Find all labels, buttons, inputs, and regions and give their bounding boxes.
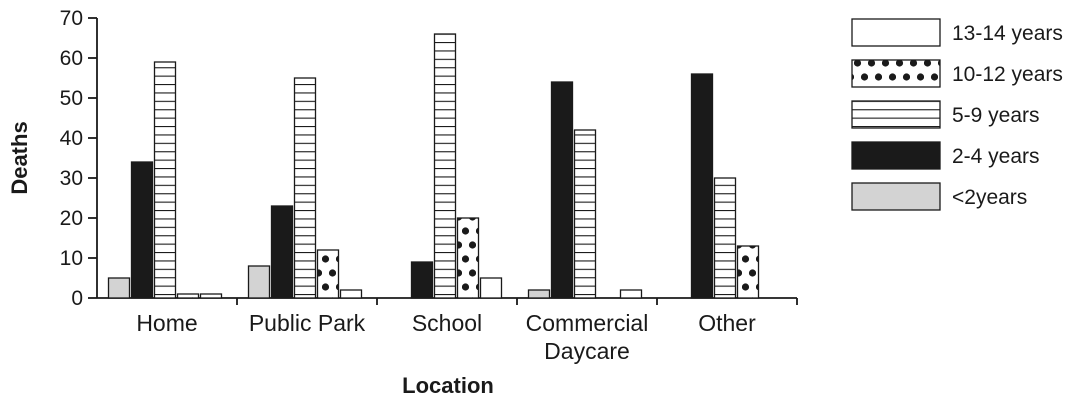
bar-under-2years-public-park bbox=[247, 265, 271, 299]
bars bbox=[107, 33, 760, 299]
category-label: Other bbox=[698, 310, 756, 336]
legend-label: 2-4 years bbox=[952, 145, 1040, 168]
bar-10-12-years-public-park bbox=[316, 249, 340, 299]
bar-13-14-years-public-park bbox=[339, 289, 363, 299]
bar-13-14-years-home bbox=[199, 293, 223, 299]
y-tick-label: 30 bbox=[60, 167, 83, 190]
bar-2-4-years-home bbox=[130, 161, 154, 299]
y-tick-label: 0 bbox=[71, 287, 83, 310]
category-label: Daycare bbox=[544, 338, 630, 364]
bar-10-12-years-home bbox=[176, 293, 200, 299]
y-tick-label: 50 bbox=[60, 87, 83, 110]
y-tick-label: 60 bbox=[60, 47, 83, 70]
legend: 13-14 years 10-12 years 5-9 years 2-4 years… bbox=[851, 18, 1063, 211]
bar-10-12-years-school bbox=[456, 217, 480, 299]
legend-swatch-5-9-years bbox=[851, 100, 941, 129]
bar-under-2years-home bbox=[107, 277, 131, 299]
y-tick-label: 70 bbox=[60, 7, 83, 30]
legend-label: 10-12 years bbox=[952, 63, 1063, 86]
category-label: Home bbox=[136, 310, 197, 336]
y-ticks: 0 10 20 30 40 50 60 70 bbox=[60, 7, 97, 310]
legend-swatch-10-12-years bbox=[851, 59, 941, 88]
bar-5-9-years-other bbox=[713, 177, 737, 299]
y-axis-title: Deaths bbox=[7, 121, 32, 194]
x-axis-title: Location bbox=[402, 373, 494, 398]
legend-label: <2years bbox=[952, 186, 1027, 209]
bar-10-12-years-other bbox=[736, 245, 760, 299]
legend-label: 5-9 years bbox=[952, 104, 1040, 127]
category-label: Commercial bbox=[526, 310, 649, 336]
legend-label: 13-14 years bbox=[952, 22, 1063, 45]
legend-swatch-under-2years bbox=[851, 182, 941, 211]
bar-under-2years-commercial-daycare bbox=[527, 289, 551, 299]
bar-2-4-years-school bbox=[410, 261, 434, 299]
bar-2-4-years-public-park bbox=[270, 205, 294, 299]
bar-5-9-years-commercial-daycare bbox=[573, 129, 597, 299]
y-tick-label: 20 bbox=[60, 207, 83, 230]
legend-swatch-13-14-years bbox=[851, 18, 941, 47]
bar-2-4-years-other bbox=[690, 73, 714, 299]
legend-swatch-2-4-years bbox=[851, 141, 941, 170]
bar-5-9-years-home bbox=[153, 61, 177, 299]
bar-13-14-years-school bbox=[479, 277, 503, 299]
bar-13-14-years-commercial-daycare bbox=[619, 289, 643, 299]
category-label: Public Park bbox=[249, 310, 366, 336]
x-ticks bbox=[236, 298, 798, 305]
bar-5-9-years-school bbox=[433, 33, 457, 299]
category-label: School bbox=[412, 310, 482, 336]
y-tick-label: 40 bbox=[60, 127, 83, 150]
bar-5-9-years-public-park bbox=[293, 77, 317, 299]
bar-2-4-years-commercial-daycare bbox=[550, 81, 574, 299]
y-tick-label: 10 bbox=[60, 247, 83, 270]
